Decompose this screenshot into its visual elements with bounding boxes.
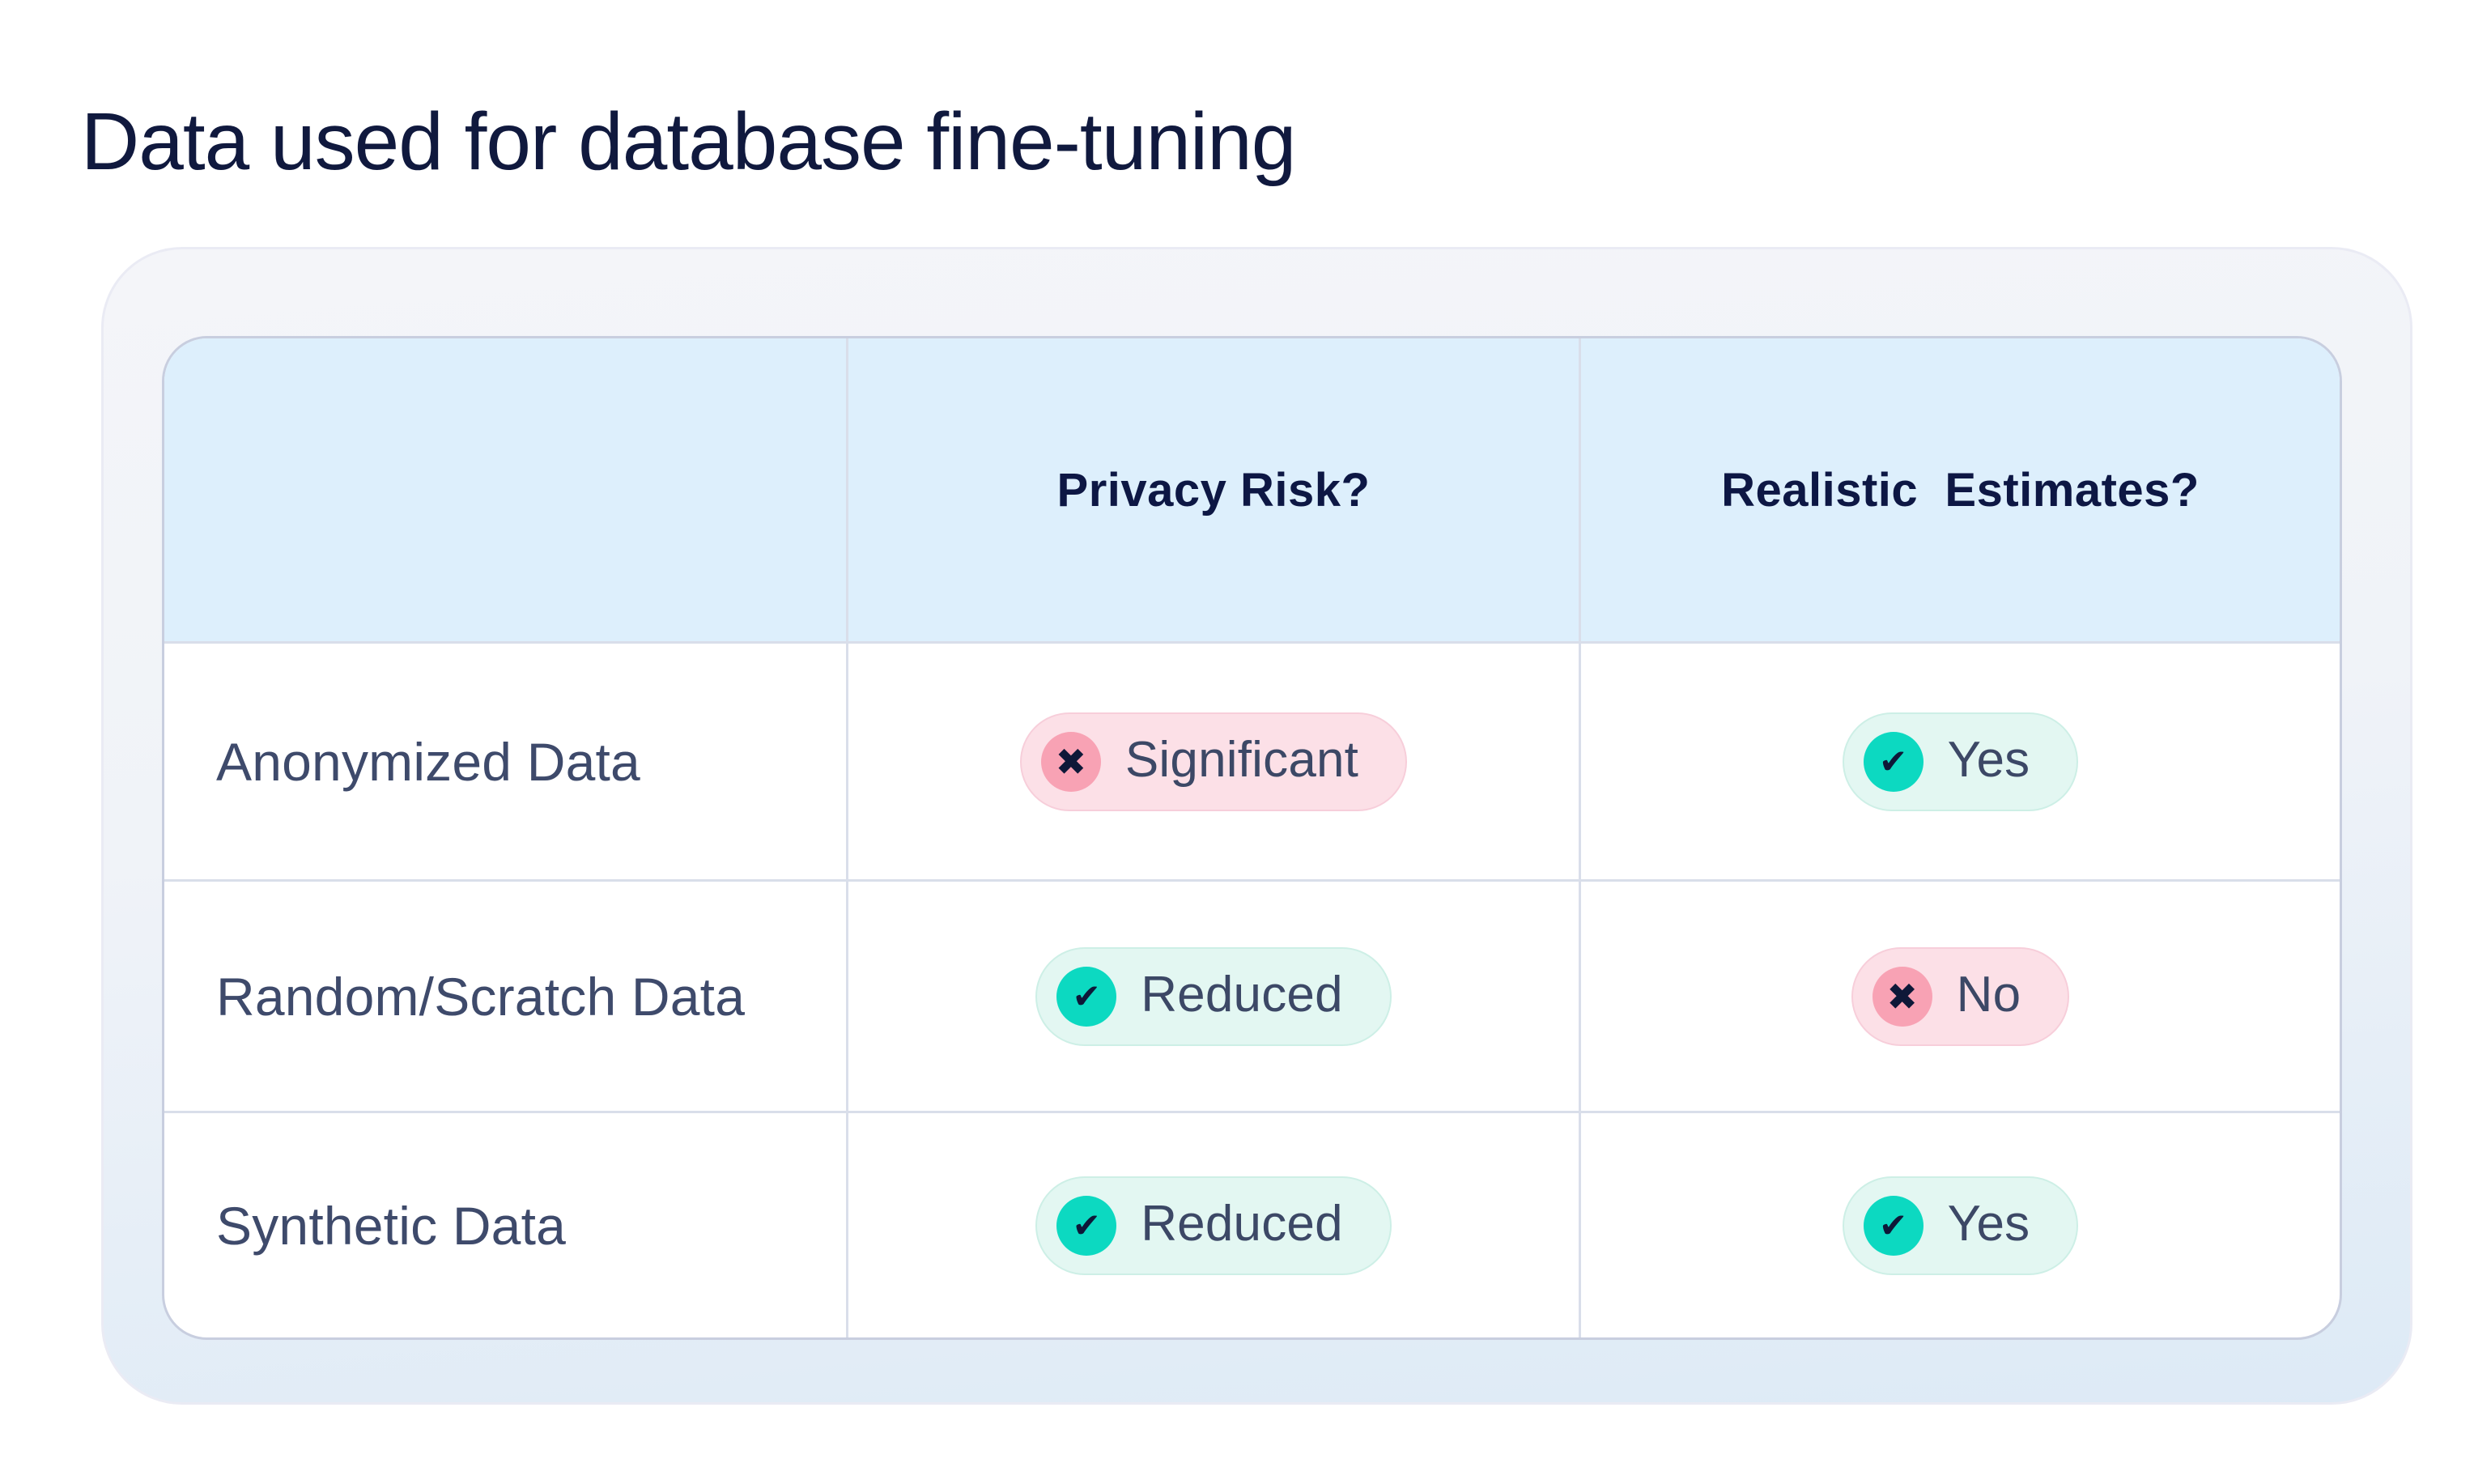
table-header-realistic-estimates: Realistic Estimates? <box>1581 338 2340 641</box>
row-label-random-scratch-data: Random/Scratch Data <box>216 966 746 1027</box>
status-badge: Significant <box>1019 712 1408 811</box>
header-label-privacy-risk: Privacy Risk? <box>1056 463 1371 517</box>
comparison-table: Privacy Risk? Realistic Estimates? Anony… <box>162 336 2342 1340</box>
table-cell-random-realistic: No <box>1581 879 2340 1111</box>
table-header-privacy-risk: Privacy Risk? <box>848 338 1581 641</box>
status-badge: Yes <box>1842 712 2079 811</box>
check-circle-icon <box>1863 1195 1924 1256</box>
x-circle-icon <box>1872 966 1932 1027</box>
status-badge: Reduced <box>1035 1176 1392 1275</box>
row-label-synthetic-data: Synthetic Data <box>216 1195 567 1256</box>
badge-label: Reduced <box>1141 967 1343 1023</box>
badge-label: Reduced <box>1141 1196 1343 1252</box>
page-title: Data used for database fine-tuning <box>81 96 1296 187</box>
header-label-realistic-estimates: Realistic Estimates? <box>1721 463 2200 517</box>
x-circle-icon <box>1040 731 1101 792</box>
table-row-label-cell: Synthetic Data <box>164 1111 848 1337</box>
badge-label: Yes <box>1947 732 2030 788</box>
table-cell-anonymized-privacy: Significant <box>848 641 1581 879</box>
badge-label: Yes <box>1947 1196 2030 1252</box>
table-row-label-cell: Random/Scratch Data <box>164 879 848 1111</box>
table-row-label-cell: Anonymized Data <box>164 641 848 879</box>
check-circle-icon <box>1056 966 1117 1027</box>
table-cell-synthetic-realistic: Yes <box>1581 1111 2340 1337</box>
check-circle-icon <box>1863 731 1924 792</box>
badge-label: Significant <box>1124 732 1359 788</box>
status-badge: Yes <box>1842 1176 2079 1275</box>
table-cell-random-privacy: Reduced <box>848 879 1581 1111</box>
status-badge: Reduced <box>1035 946 1392 1046</box>
status-badge: No <box>1851 946 2070 1046</box>
row-label-anonymized-data: Anonymized Data <box>216 731 640 792</box>
table-cell-synthetic-privacy: Reduced <box>848 1111 1581 1337</box>
table-header-empty <box>164 338 848 641</box>
badge-label: No <box>1956 967 2021 1023</box>
check-circle-icon <box>1056 1195 1117 1256</box>
table-cell-anonymized-realistic: Yes <box>1581 641 2340 879</box>
